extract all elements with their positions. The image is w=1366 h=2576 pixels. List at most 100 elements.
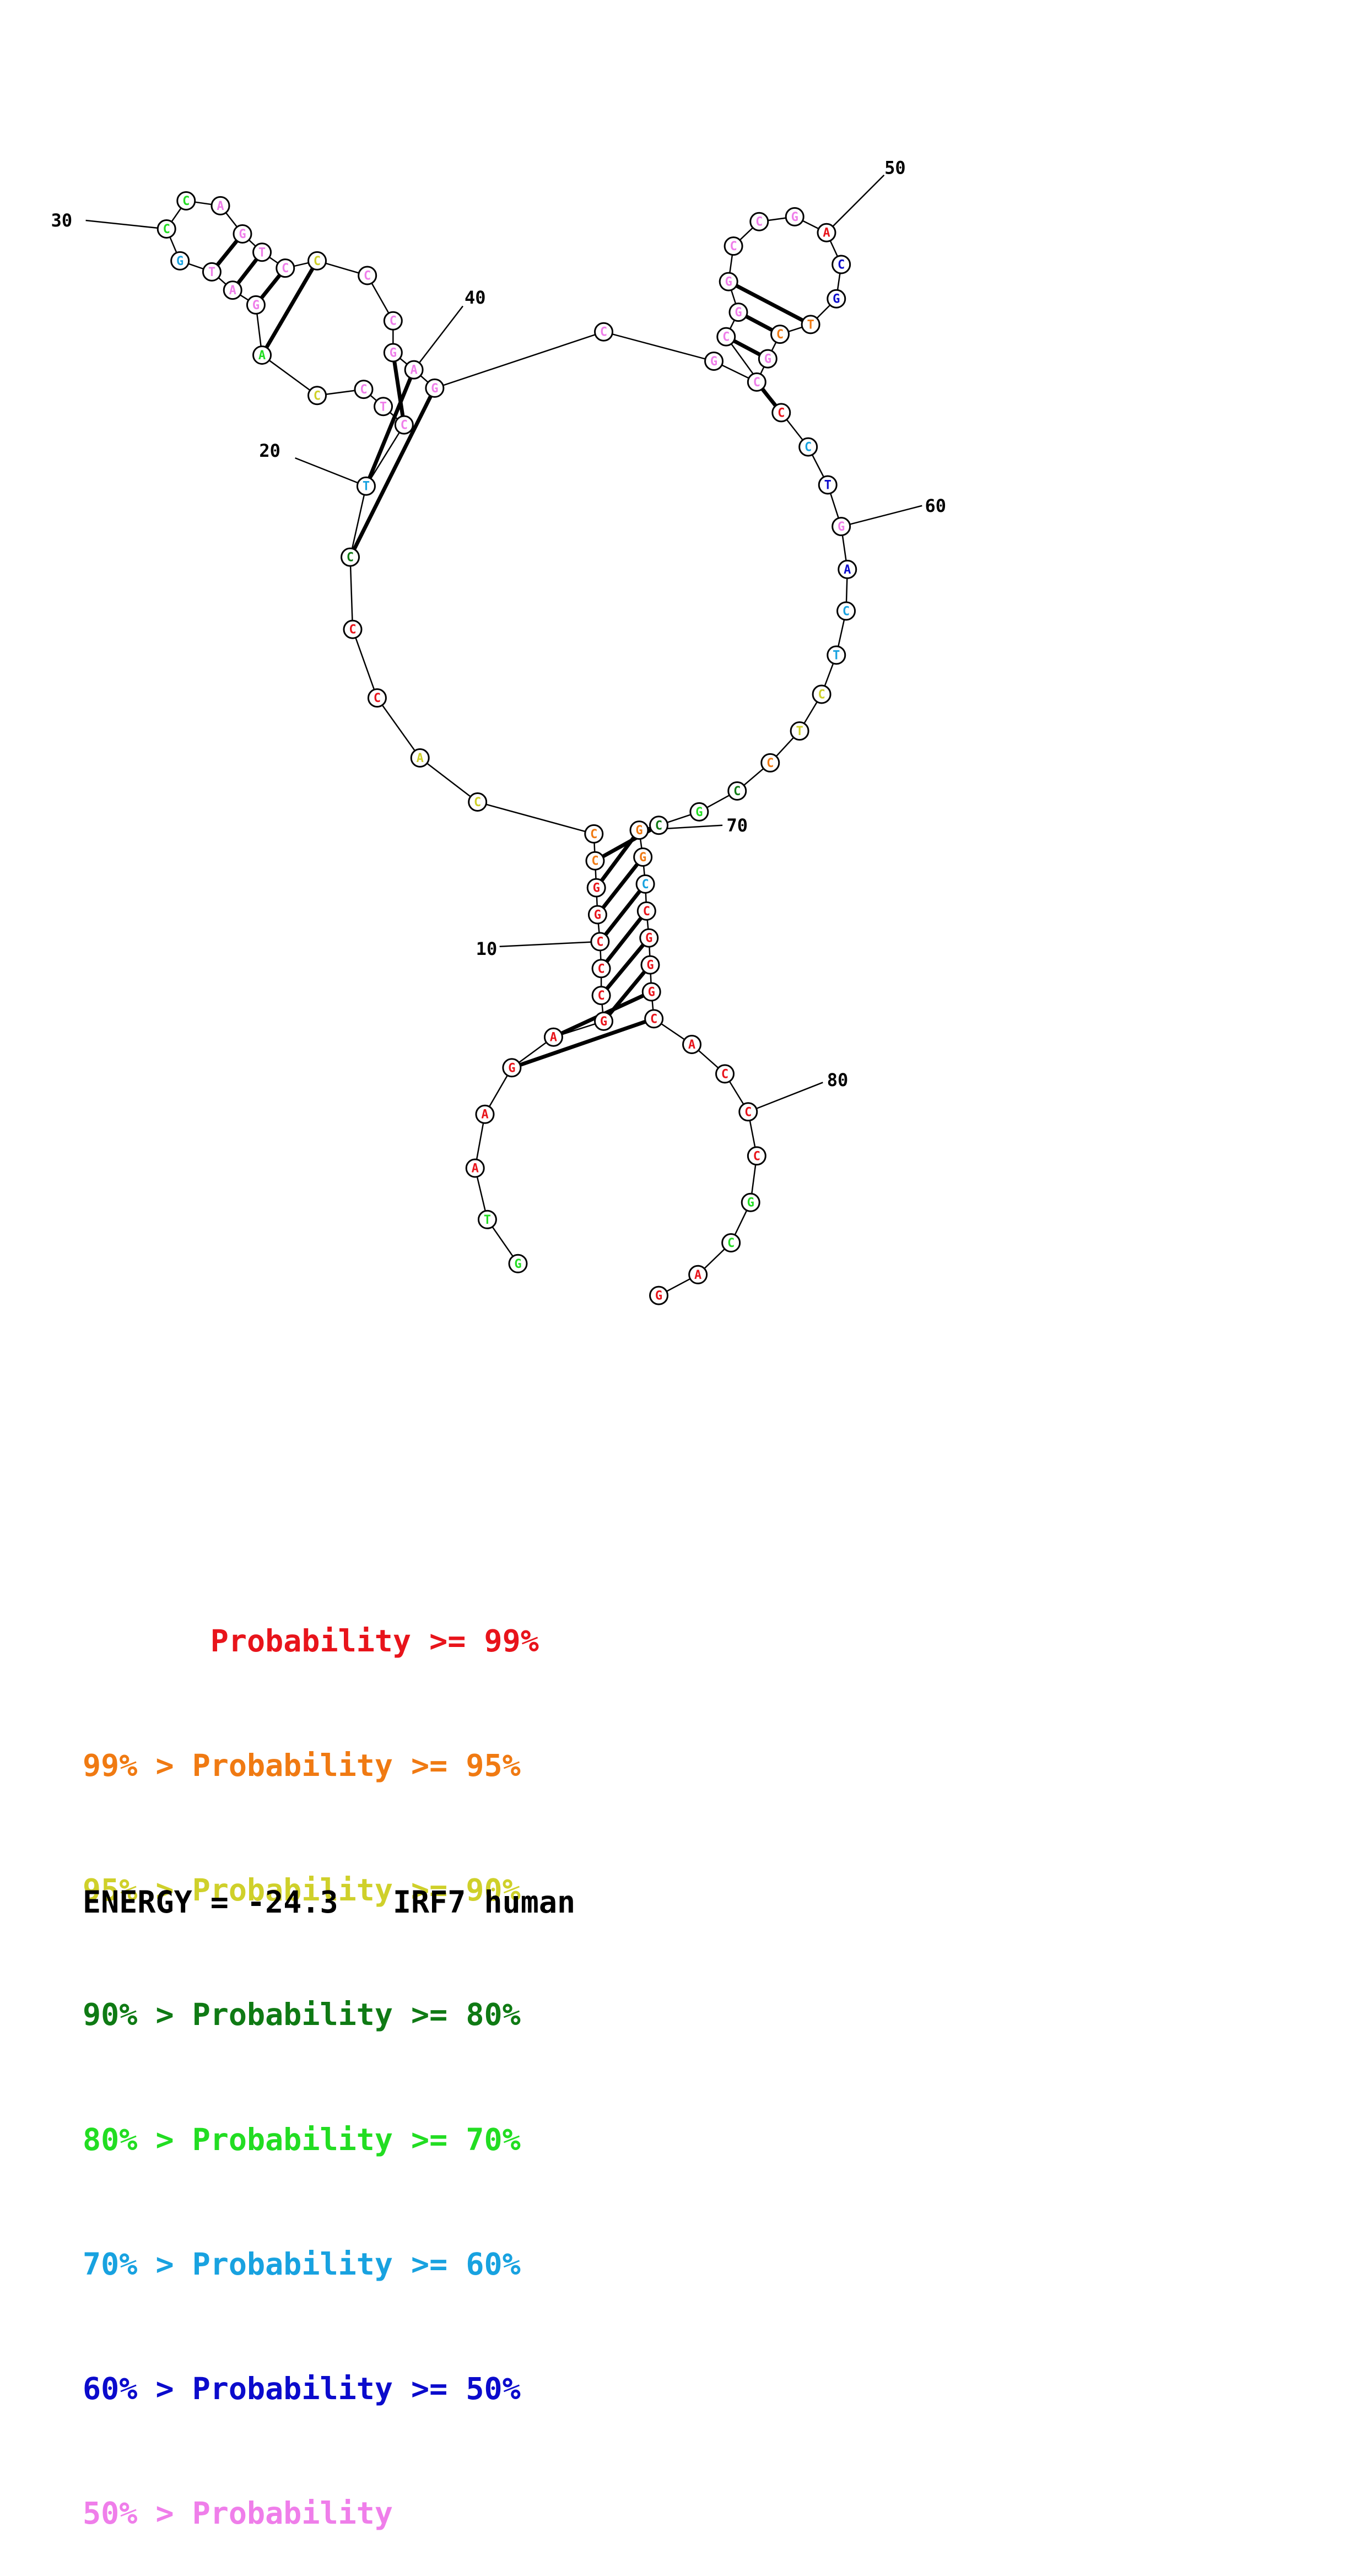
nucleotide: C [727, 781, 747, 801]
legend-row-90: 95% > Probability >= 90% [83, 1872, 521, 1908]
nucleotide-letter: C [722, 331, 730, 344]
nucleotide-letter: A [550, 1031, 557, 1045]
nucleotide-letter: C [755, 215, 763, 229]
backbone-link [261, 354, 318, 396]
base-pair-bond [236, 258, 258, 285]
nucleotide-letter: C [360, 383, 367, 397]
nucleotide: G [639, 928, 659, 948]
nucleotide-letter: A [229, 284, 236, 298]
nucleotide-circle [594, 322, 614, 342]
nucleotide-letter: C [733, 785, 741, 798]
nucleotide: G [629, 820, 649, 840]
nucleotide-circle [343, 619, 363, 639]
nucleotide-circle [641, 982, 661, 1002]
nucleotide-circle [785, 207, 805, 226]
nucleotide-letter: C [727, 1236, 735, 1250]
nucleotide: C [798, 437, 818, 457]
nucleotide-letter: G [514, 1257, 521, 1271]
nucleotide: C [176, 191, 196, 210]
backbone-link [376, 697, 421, 759]
nucleotide: G [594, 1011, 614, 1031]
nucleotide-letter: G [508, 1061, 515, 1075]
nucleotide: C [771, 403, 791, 423]
nucleotide-letter: C [597, 989, 604, 1003]
nucleotide-letter: C [641, 878, 649, 892]
base-pair-bond [735, 284, 804, 322]
nucleotide-letter: C [843, 604, 850, 618]
nucleotide: A [252, 345, 272, 365]
nucleotide-circle [590, 932, 610, 952]
nucleotide-letter: C [753, 376, 760, 390]
nucleotide-letter: A [472, 1162, 479, 1175]
nucleotide: C [760, 753, 780, 773]
index-label: 70 [726, 815, 748, 836]
nucleotide: A [682, 1035, 702, 1055]
nucleotide: C [468, 792, 488, 812]
nucleotide: C [715, 1064, 735, 1084]
base-pair-bond [608, 970, 646, 1016]
nucleotide-letter: G [390, 346, 397, 360]
nucleotide-letter: G [646, 959, 654, 973]
index-tick [85, 219, 167, 230]
nucleotide-circle [817, 223, 836, 242]
nucleotide-letter: A [844, 563, 851, 577]
base-pair-bond [519, 1019, 646, 1067]
nucleotide-letter: C [655, 819, 662, 833]
nucleotide: G [827, 289, 846, 309]
nucleotide-circle [649, 1286, 669, 1305]
nucleotide-circle [636, 901, 656, 921]
nucleotide: C [358, 266, 377, 285]
nucleotide-circle [738, 1102, 758, 1122]
nucleotide-letter: G [764, 353, 771, 366]
nucleotide-circle [721, 1233, 741, 1253]
legend-row-95: 99% > Probability >= 95% [83, 1748, 521, 1784]
nucleotide-circle [741, 1192, 760, 1212]
index-tick [295, 457, 366, 487]
nucleotide-letter: C [650, 1012, 657, 1026]
nucleotide: C [832, 255, 851, 274]
nucleotide-circle [801, 315, 820, 334]
nucleotide-letter: G [725, 276, 732, 289]
nucleotide-circle [747, 372, 766, 392]
nucleotide: C [343, 619, 363, 639]
nucleotide-letter: A [217, 199, 224, 213]
nucleotide-circle [836, 601, 856, 621]
nucleotide-letter: G [648, 985, 655, 999]
base-pair-bond [215, 239, 239, 267]
energy-value: -24.3 [247, 1884, 338, 1920]
nucleotide-circle [502, 1058, 522, 1078]
nucleotide: G [689, 802, 709, 822]
nucleotide-circle [156, 219, 176, 239]
index-label: 30 [51, 210, 73, 231]
nucleotide: C [721, 1233, 741, 1253]
nucleotide: C [747, 372, 766, 392]
nucleotide: G [383, 343, 403, 363]
nucleotide-circle [749, 212, 769, 231]
nucleotide-circle [719, 272, 738, 291]
nucleotide-letter: A [694, 1268, 701, 1282]
nucleotide-letter: C [314, 389, 321, 403]
nucleotide-circle [477, 1209, 497, 1229]
nucleotide: C [394, 415, 414, 435]
nucleotide-letter: G [252, 299, 260, 312]
nucleotide: C [590, 932, 610, 952]
base-pair-bond [260, 273, 282, 300]
base-pair-bond [733, 339, 761, 357]
nucleotide: A [404, 360, 424, 380]
legend-row-80: 90% > Probability >= 80% [83, 1997, 521, 2033]
nucleotide-letter: C [805, 441, 812, 455]
gene-name: IRF7 [392, 1884, 466, 1920]
nucleotide-circle [587, 905, 607, 925]
index-tick-layer: 10 20 30 40 50 60 70 80 [51, 157, 946, 1113]
nucleotide-circle [594, 1011, 614, 1031]
nucleotide: C [594, 322, 614, 342]
index-tick [841, 505, 922, 527]
nucleotide-letter: T [363, 480, 370, 494]
backbone-link [603, 331, 714, 362]
nucleotide-circle [798, 437, 818, 457]
nucleotide-circle [465, 1158, 485, 1178]
nucleotide-circle [629, 820, 649, 840]
nucleotide: C [383, 311, 403, 331]
